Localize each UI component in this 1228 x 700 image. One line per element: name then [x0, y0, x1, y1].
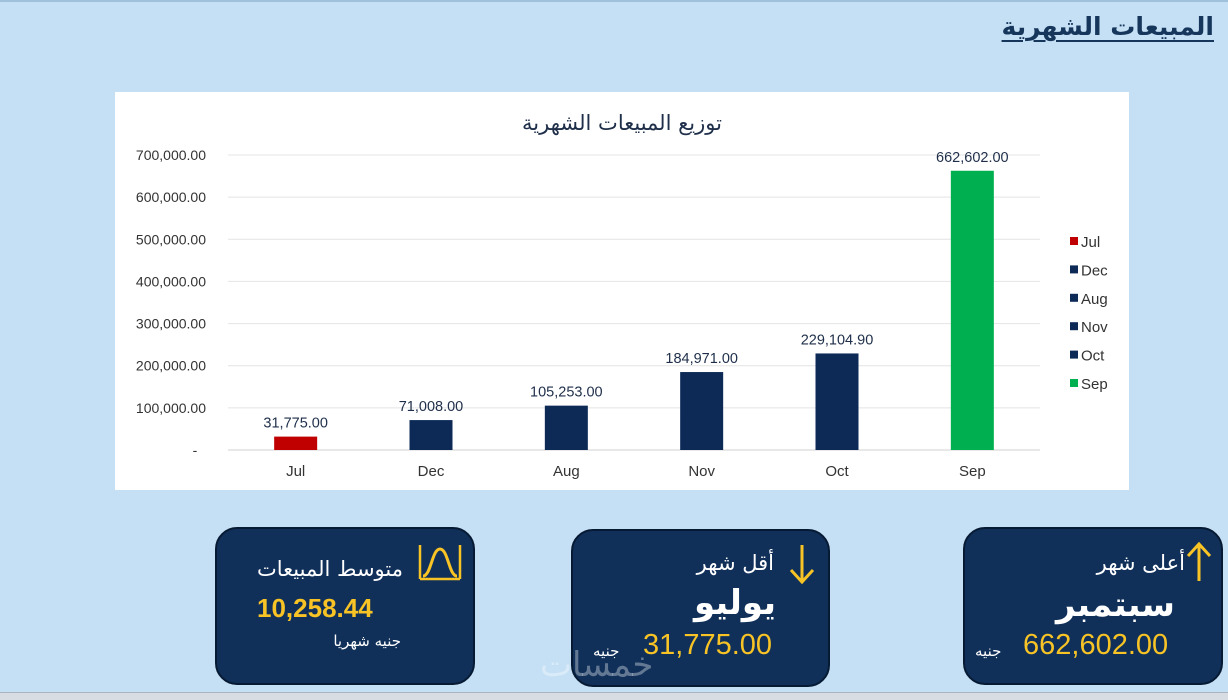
average-unit: جنيه شهريا: [333, 632, 401, 650]
legend-swatch: [1070, 293, 1078, 302]
data-label-jul: 31,775.00: [263, 416, 328, 432]
x-tick-label: Aug: [553, 463, 580, 480]
legend-swatch: [1070, 322, 1078, 331]
bottom-border: [0, 692, 1228, 700]
legend-swatch: [1070, 265, 1078, 274]
lowest-month: يوليو: [693, 583, 776, 623]
lowest-unit: جنيه: [593, 642, 620, 660]
arrow-down-icon: [788, 543, 816, 589]
y-tick-label: 500,000.00: [136, 231, 206, 247]
page-title: المبيعات الشهرية: [1001, 12, 1214, 41]
highest-month-card: أعلى شهر سبتمبر 662,602.00 جنيه: [963, 527, 1223, 685]
highest-unit: جنيه: [975, 642, 1002, 660]
average-value: 10,258.44: [257, 593, 373, 623]
bell-curve-icon: [417, 543, 463, 587]
legend-swatch: [1070, 237, 1078, 245]
legend-entry-sep: Sep: [1081, 376, 1108, 393]
legend-entry-dec: Dec: [1081, 262, 1108, 279]
data-label-oct: 229,104.90: [801, 332, 874, 348]
lowest-month-card: أقل شهر يوليو 31,775.00 جنيه: [571, 529, 830, 687]
bar-nov[interactable]: [680, 372, 724, 450]
highest-value: 662,602.00: [1023, 629, 1169, 661]
average-label: متوسط المبيعات: [257, 557, 403, 581]
highest-label: أعلى شهر: [1096, 551, 1185, 575]
lowest-label: أقل شهر: [696, 551, 774, 575]
highest-month: سبتمبر: [1055, 585, 1175, 625]
x-tick-label: Sep: [959, 463, 986, 480]
bar-aug[interactable]: [544, 405, 588, 450]
data-label-sep: 662,602.00: [936, 150, 1009, 166]
y-tick-label: 600,000.00: [136, 189, 206, 205]
chart-canvas: توزيع المبيعات الشهرية - 100,000.00 200,00…: [136, 111, 1108, 480]
legend-entry-oct: Oct: [1081, 348, 1105, 365]
legend-entry-nov: Nov: [1081, 319, 1108, 336]
bar-jul[interactable]: [274, 436, 318, 450]
arrow-up-icon: [1185, 541, 1213, 587]
bar-dec[interactable]: [409, 420, 453, 450]
legend-swatch: [1070, 350, 1078, 359]
x-tick-label: Jul: [286, 463, 305, 480]
x-tick-label: Dec: [418, 463, 445, 480]
data-label-dec: 71,008.00: [399, 399, 464, 415]
top-border: [0, 0, 1228, 2]
y-tick-label: 700,000.00: [136, 147, 206, 163]
x-tick-label: Oct: [825, 463, 849, 480]
average-sales-card: متوسط المبيعات 10,258.44 جنيه شهريا: [215, 527, 475, 685]
bar-sep[interactable]: [950, 170, 994, 450]
watermark: خمسات: [540, 645, 654, 685]
y-tick-label: 200,000.00: [136, 358, 206, 374]
legend-swatch: [1070, 379, 1078, 387]
data-label-nov: 184,971.00: [665, 351, 738, 367]
sales-chart[interactable]: توزيع المبيعات الشهرية - 100,000.00 200,00…: [115, 92, 1129, 490]
y-tick-label: 100,000.00: [136, 400, 206, 416]
bar-oct[interactable]: [815, 353, 859, 450]
chart-title: توزيع المبيعات الشهرية: [522, 111, 722, 135]
y-tick-label: 300,000.00: [136, 316, 206, 332]
legend-entry-jul: Jul: [1081, 234, 1100, 251]
y-tick-label: 400,000.00: [136, 273, 206, 289]
lowest-value: 31,775.00: [643, 629, 773, 661]
y-tick-label: -: [193, 442, 198, 458]
x-tick-label: Nov: [688, 463, 715, 480]
data-label-aug: 105,253.00: [530, 385, 603, 401]
legend-entry-aug: Aug: [1081, 291, 1108, 308]
